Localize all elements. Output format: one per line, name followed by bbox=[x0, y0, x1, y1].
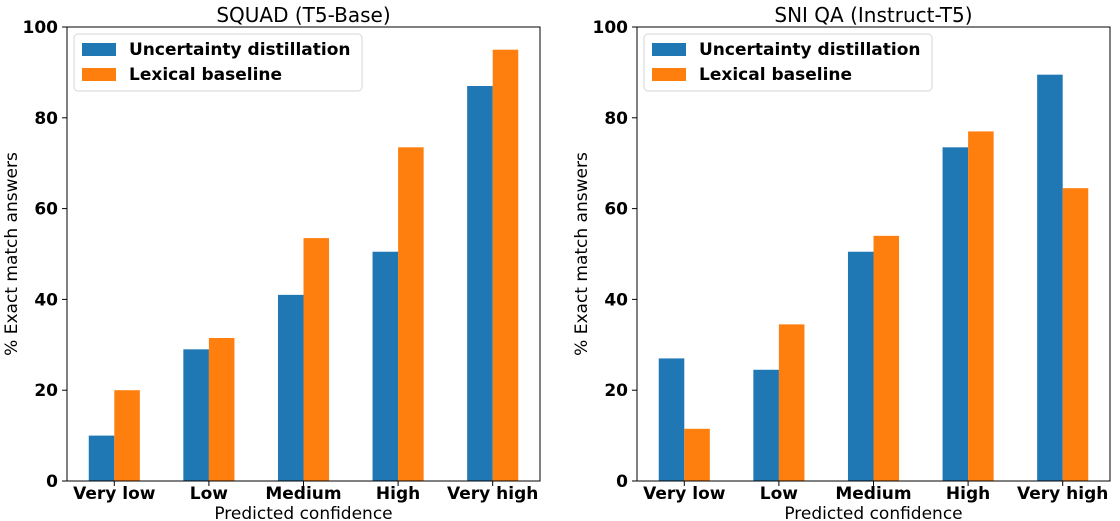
bar-lexical-3 bbox=[398, 147, 424, 481]
bar-uncertainty-3 bbox=[372, 251, 399, 481]
legend: Uncertainty distillation Lexical baseline bbox=[643, 33, 933, 92]
legend-swatch bbox=[82, 43, 116, 56]
bar-uncertainty-4 bbox=[467, 86, 493, 482]
x-tick-label: Very high bbox=[1017, 484, 1108, 504]
y-axis: 0 20 40 60 80 100 bbox=[23, 18, 67, 492]
chart-sni-qa: SNI QA (Instruct-T5) Predicted confidenc… bbox=[572, 3, 1111, 521]
bar-uncertainty-3 bbox=[942, 147, 969, 481]
legend-label: Uncertainty distillation bbox=[699, 40, 920, 60]
legend-box bbox=[73, 33, 363, 92]
y-axis-label: % Exact match answers bbox=[2, 152, 22, 356]
bar-uncertainty-4 bbox=[1037, 74, 1063, 482]
bar-uncertainty-2 bbox=[847, 251, 874, 481]
bar-uncertainty-1 bbox=[753, 369, 779, 481]
legend-swatch bbox=[652, 68, 686, 81]
x-axis: Very low Low Medium High Very high bbox=[73, 481, 538, 504]
x-tick-label: Low bbox=[760, 484, 799, 504]
bar-uncertainty-0 bbox=[658, 358, 685, 481]
y-axis: 0 20 40 60 80 100 bbox=[593, 18, 637, 492]
x-tick-label: Low bbox=[190, 484, 229, 504]
x-axis-label: Predicted confidence bbox=[784, 504, 962, 521]
chart-title: SQUAD (T5-Base) bbox=[216, 3, 390, 27]
x-tick-label: Very high bbox=[447, 484, 538, 504]
y-tick-label: 80 bbox=[604, 109, 628, 129]
bar-lexical-4 bbox=[1062, 188, 1089, 482]
bar-lexical-3 bbox=[968, 131, 994, 482]
bars bbox=[88, 49, 519, 482]
bars bbox=[658, 74, 1089, 482]
y-tick-label: 40 bbox=[604, 290, 628, 310]
x-tick-label: High bbox=[376, 484, 420, 504]
bar-uncertainty-1 bbox=[183, 349, 209, 481]
bar-lexical-0 bbox=[114, 390, 140, 481]
legend-swatch bbox=[82, 68, 116, 81]
legend-label: Lexical baseline bbox=[699, 65, 852, 85]
bar-uncertainty-0 bbox=[88, 435, 115, 481]
y-tick-label: 100 bbox=[23, 18, 59, 38]
chart-title: SNI QA (Instruct-T5) bbox=[774, 3, 972, 27]
y-tick-label: 100 bbox=[593, 18, 629, 38]
y-tick-label: 80 bbox=[34, 109, 58, 129]
x-axis-label: Predicted confidence bbox=[214, 504, 392, 521]
y-tick-label: 0 bbox=[46, 472, 58, 492]
chart-squad: SQUAD (T5-Base) Predicted confidence % E… bbox=[2, 3, 541, 521]
bar-lexical-0 bbox=[684, 428, 710, 481]
y-tick-label: 0 bbox=[616, 472, 628, 492]
bar-uncertainty-2 bbox=[277, 294, 304, 481]
bar-lexical-1 bbox=[778, 324, 805, 481]
legend-label: Uncertainty distillation bbox=[129, 40, 350, 60]
legend-label: Lexical baseline bbox=[129, 65, 282, 85]
y-tick-label: 60 bbox=[604, 200, 628, 220]
x-axis: Very low Low Medium High Very high bbox=[643, 481, 1108, 504]
y-tick-label: 40 bbox=[34, 290, 58, 310]
bar-lexical-1 bbox=[208, 337, 235, 481]
bar-lexical-2 bbox=[303, 238, 330, 481]
bar-lexical-2 bbox=[873, 235, 900, 481]
y-tick-label: 60 bbox=[34, 200, 58, 220]
x-tick-label: Medium bbox=[265, 484, 341, 504]
x-tick-label: Medium bbox=[835, 484, 911, 504]
y-tick-label: 20 bbox=[604, 381, 628, 401]
y-axis-label: % Exact match answers bbox=[572, 152, 592, 356]
legend-swatch bbox=[652, 43, 686, 56]
y-tick-label: 20 bbox=[34, 381, 58, 401]
legend-box bbox=[643, 33, 933, 92]
x-tick-label: High bbox=[946, 484, 990, 504]
legend: Uncertainty distillation Lexical baseline bbox=[73, 33, 363, 92]
x-tick-label: Very low bbox=[73, 484, 156, 504]
bar-lexical-4 bbox=[492, 49, 519, 481]
x-tick-label: Very low bbox=[643, 484, 726, 504]
